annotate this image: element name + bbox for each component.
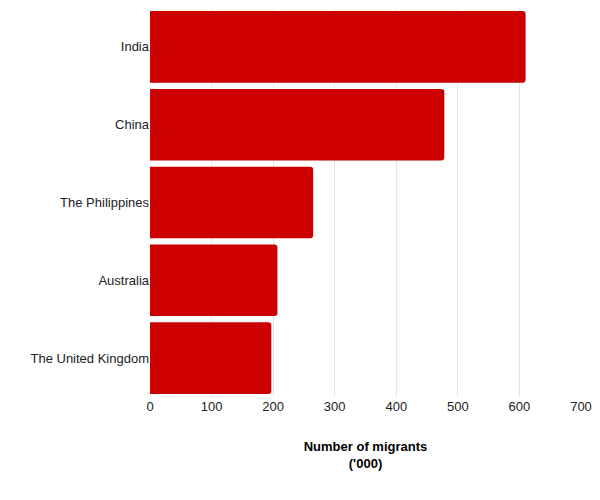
svg-text:0: 0: [146, 399, 153, 414]
svg-text:300: 300: [324, 399, 346, 414]
svg-text:Australia: Australia: [98, 273, 149, 288]
svg-text:600: 600: [509, 399, 531, 414]
svg-text:India: India: [121, 39, 150, 54]
svg-text:The United Kingdom: The United Kingdom: [30, 351, 149, 366]
svg-text:100: 100: [201, 399, 223, 414]
svg-text:400: 400: [385, 399, 407, 414]
svg-text:500: 500: [447, 399, 469, 414]
svg-text:700: 700: [570, 399, 592, 414]
svg-text:China: China: [115, 117, 150, 132]
svg-text:200: 200: [262, 399, 284, 414]
svg-text:The Philippines: The Philippines: [60, 195, 149, 210]
svg-text:Number of migrants('000): Number of migrants('000): [304, 439, 428, 471]
